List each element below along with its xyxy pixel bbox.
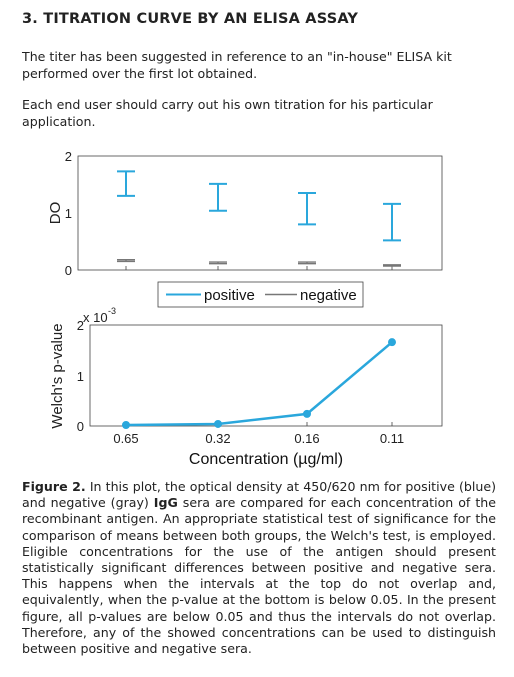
negative-errorbar-1 (209, 261, 227, 265)
bottom-xtick-label-3: 0.11 (380, 431, 404, 446)
legend-negative-label: negative (300, 287, 357, 304)
pvalue-points (122, 338, 396, 429)
negative-errorbar-2 (298, 261, 316, 265)
bottom-ytick-0: 0 (77, 419, 84, 434)
bottom-xtick-label-1: 0.32 (205, 431, 230, 446)
titration-figure: 0 1 2 DO positive negative 0 1 2 x 10 -3… (47, 149, 443, 468)
positive-errorbars (117, 170, 401, 242)
exponent-power: -3 (108, 306, 116, 316)
pvalue-point-2 (303, 409, 311, 418)
bottom-ytick-2: 2 (77, 318, 84, 333)
legend-positive-label: positive (204, 287, 255, 304)
positive-errorbar-2 (298, 192, 316, 226)
negative-errorbars (117, 259, 401, 267)
top-xticks (125, 266, 393, 270)
bottom-xtick-label-2: 0.16 (294, 431, 319, 446)
positive-errorbar-1 (209, 182, 227, 212)
caption-text-b: sera are compared for each concentration… (22, 495, 496, 657)
pvalue-panel: 0 1 2 x 10 -3 Welch's p-value 0.65 0.32 0.… (49, 306, 443, 468)
caption-text-a: In this plot, the optical density at 450… (22, 479, 496, 511)
top-ytick-1: 1 (65, 206, 72, 221)
top-ytick-0: 0 (65, 263, 72, 278)
bottom-xlabel: Concentration (µg/ml) (189, 451, 343, 468)
chart-legend: positive negative (157, 281, 364, 308)
bottom-ylabel: Welch's p-value (49, 323, 66, 428)
top-ylabel: DO (47, 202, 64, 225)
negative-errorbar-3 (383, 264, 401, 267)
caption-label: Figure 2. (22, 479, 86, 494)
positive-errorbar-3 (383, 202, 401, 242)
top-ytick-2: 2 (65, 149, 72, 164)
bottom-plot-frame (89, 324, 443, 427)
bottom-xtick-labels: 0.65 0.32 0.16 0.11 (113, 431, 404, 446)
bottom-xtick-label-0: 0.65 (113, 431, 138, 446)
intro-paragraph: The titer has been suggested in referenc… (22, 49, 452, 81)
figure-caption: Figure 2. In this plot, the optical dens… (22, 479, 496, 657)
pvalue-line (125, 341, 393, 427)
positive-errorbar-0 (117, 170, 135, 197)
pvalue-point-3 (388, 338, 396, 347)
pvalue-point-0 (122, 420, 130, 429)
exponent-base: x 10 (83, 310, 108, 325)
od-errorbar-panel: 0 1 2 DO (47, 149, 443, 278)
bottom-ytick-1: 1 (77, 369, 84, 384)
negative-errorbar-0 (117, 259, 135, 263)
pvalue-point-1 (214, 419, 222, 428)
top-plot-frame (77, 155, 443, 271)
user-note-paragraph: Each end user should carry out his own t… (22, 97, 433, 129)
section-heading: 3. TITRATION CURVE BY AN ELISA ASSAY (22, 11, 359, 27)
caption-bold-term: IgG (153, 495, 178, 511)
